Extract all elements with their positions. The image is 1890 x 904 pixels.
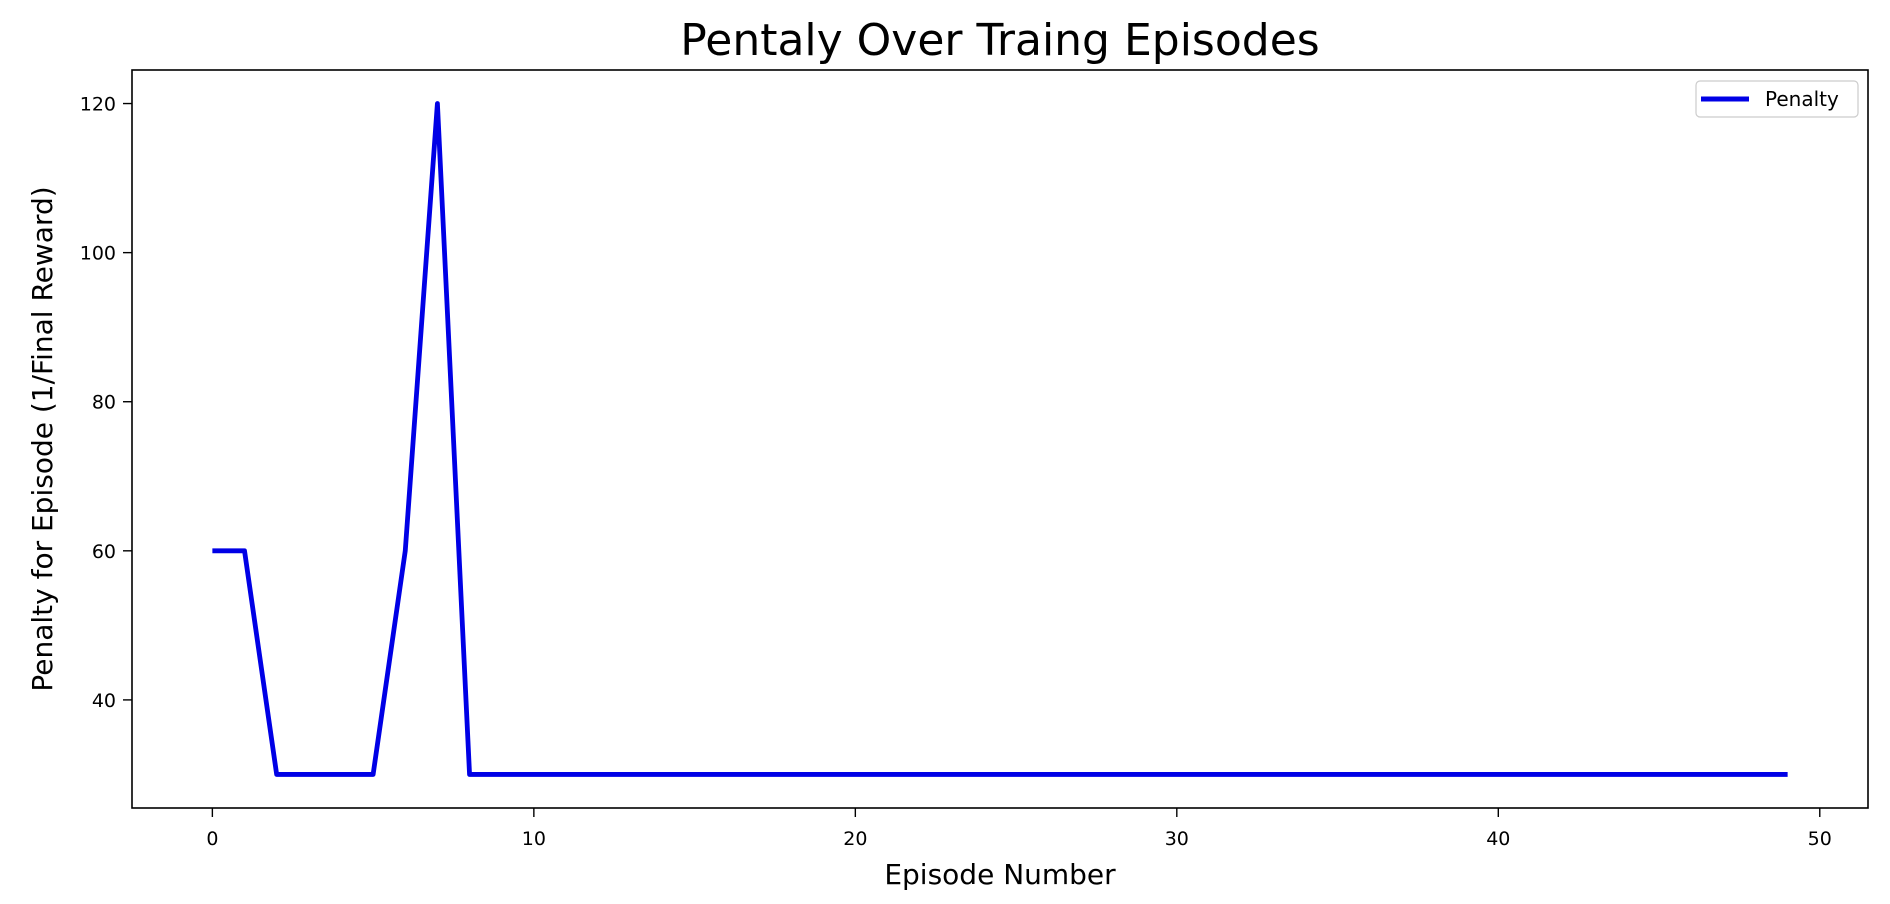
y-tick-label-1: 60	[92, 541, 116, 563]
x-axis-ticks: 0 10 20 30 40 50	[206, 808, 1832, 850]
x-tick-label-2: 20	[843, 828, 867, 850]
chart-title: Pentaly Over Traing Episodes	[680, 15, 1319, 66]
x-tick-label-1: 10	[522, 828, 546, 850]
legend: Penalty	[1695, 80, 1859, 118]
x-axis-label: Episode Number	[884, 858, 1116, 891]
x-tick-label-0: 0	[206, 828, 218, 850]
y-tick-label-2: 80	[92, 392, 116, 414]
y-tick-label-0: 40	[92, 690, 116, 712]
y-tick-label-4: 120	[80, 94, 116, 116]
y-axis-label: Penalty for Episode (1/Final Reward)	[26, 186, 59, 691]
plot-area-frame	[131, 69, 1869, 809]
x-tick-label-5: 50	[1808, 828, 1832, 850]
x-tick-label-4: 40	[1486, 828, 1510, 850]
legend-label: Penalty	[1765, 87, 1839, 111]
x-tick-label-3: 30	[1165, 828, 1189, 850]
series-line-0	[212, 101, 1788, 777]
series-layer	[212, 101, 1788, 777]
y-tick-label-3: 100	[80, 243, 116, 265]
legend-box	[1695, 80, 1859, 118]
y-axis-ticks: 40 60 80 100 120	[80, 94, 132, 712]
